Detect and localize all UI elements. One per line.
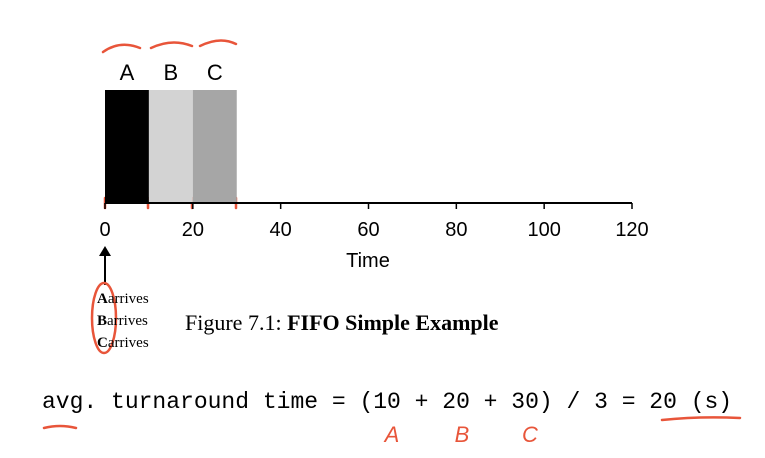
job-bar (105, 90, 149, 203)
arrival-note: Barrives (97, 313, 148, 329)
handwritten-letter: C (522, 422, 538, 447)
arrival-job: A (97, 291, 108, 307)
x-tick-label: 60 (357, 219, 379, 241)
x-tick-label: 100 (527, 219, 560, 241)
job-bar (192, 90, 237, 203)
job-bar (148, 90, 193, 203)
x-tick-label: 40 (270, 219, 292, 241)
x-axis-label: Time (346, 250, 390, 272)
arrival-note: Carrives (97, 335, 149, 351)
caption: Figure 7.1: FIFO Simple Example (185, 310, 499, 335)
handwritten-letter: A (383, 422, 400, 447)
arrival-job: B (97, 313, 107, 329)
x-tick-label: 80 (445, 219, 467, 241)
caption-number: Figure 7.1: (185, 310, 282, 335)
arrival-note: Aarrives (97, 291, 149, 307)
formula: avg. turnaround time = (10 + 20 + 30) / … (42, 389, 732, 415)
x-tick-label: 20 (182, 219, 204, 241)
arrival-job: C (97, 335, 108, 351)
arrival-text: arrives (108, 335, 149, 351)
job-label: C (207, 60, 223, 85)
job-label: A (120, 60, 135, 85)
handwritten-letter: B (455, 422, 470, 447)
job-label: B (164, 60, 179, 85)
arrival-text: arrives (108, 291, 149, 307)
caption-title: FIFO Simple Example (287, 310, 499, 335)
arrow-head (99, 246, 111, 256)
arrival-text: arrives (107, 313, 148, 329)
x-tick-label: 120 (615, 219, 648, 241)
x-tick-label: 0 (99, 219, 110, 241)
